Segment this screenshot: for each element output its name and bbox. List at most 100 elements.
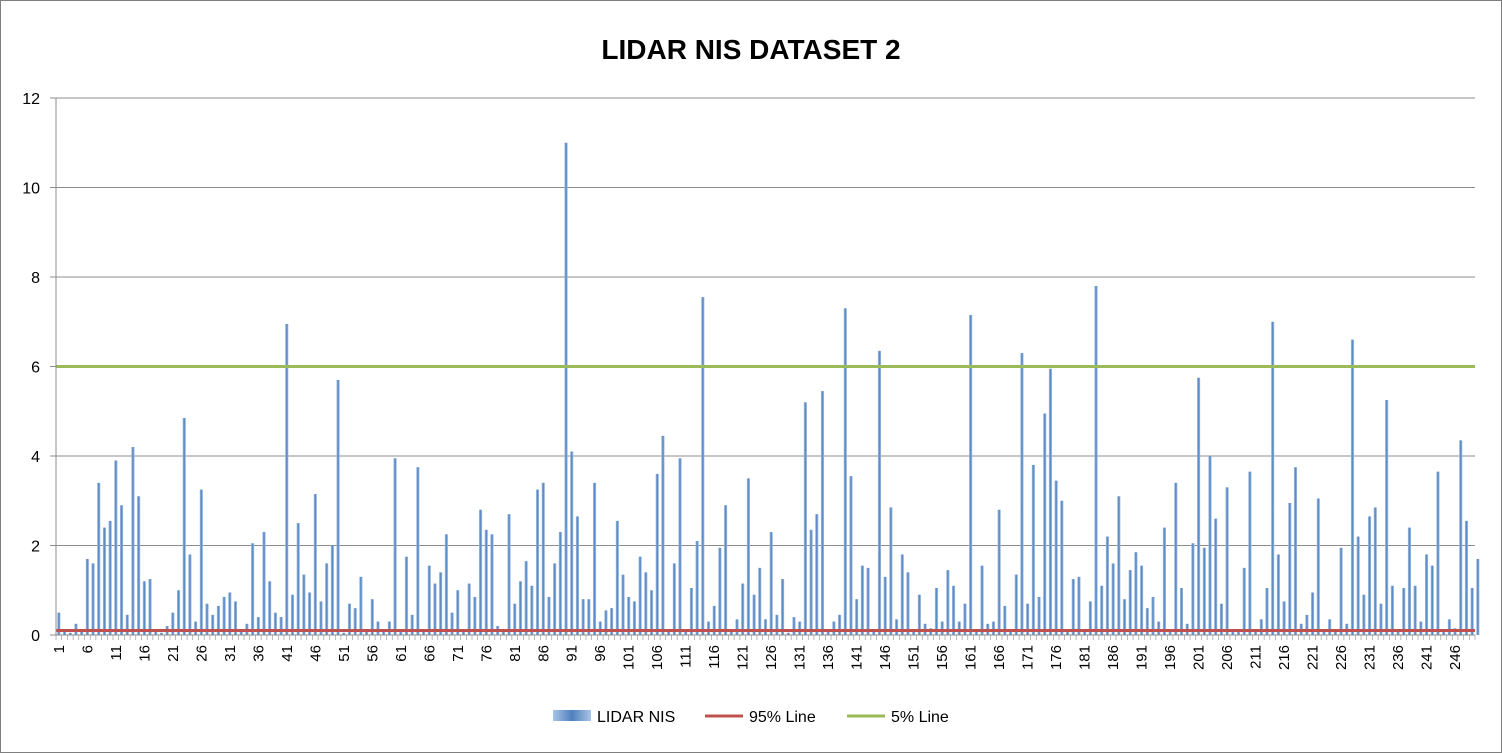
x-tick-label: 111 xyxy=(678,645,695,668)
bar xyxy=(1020,353,1024,635)
y-tick-label: 4 xyxy=(31,449,40,466)
bar xyxy=(342,632,346,635)
bar xyxy=(97,482,101,635)
bar xyxy=(205,603,209,635)
bar xyxy=(1305,614,1309,635)
bar xyxy=(678,458,682,635)
bar xyxy=(1276,554,1280,635)
x-tick-label: 26 xyxy=(193,645,210,662)
x-tick-label: 176 xyxy=(1048,645,1065,670)
bar xyxy=(1168,630,1172,635)
bar xyxy=(712,605,716,635)
reference-lines xyxy=(56,365,1475,633)
bar xyxy=(1003,605,1007,635)
bar xyxy=(729,630,733,635)
bar xyxy=(1134,552,1138,635)
bar xyxy=(547,596,551,635)
bar xyxy=(353,608,357,635)
x-tick-label: 226 xyxy=(1333,645,1350,670)
bar xyxy=(91,563,95,635)
bar xyxy=(273,612,277,636)
bar xyxy=(1060,500,1064,635)
x-tick-label: 1 xyxy=(51,645,68,653)
bar xyxy=(410,614,414,635)
x-tick-label: 76 xyxy=(478,645,495,662)
bar xyxy=(587,599,591,635)
bar xyxy=(695,541,699,635)
bar xyxy=(1436,471,1440,635)
bar xyxy=(365,630,369,635)
bar xyxy=(137,496,141,635)
bar xyxy=(951,585,956,635)
bar xyxy=(1413,585,1417,635)
x-tick-label: 126 xyxy=(763,645,780,670)
bar-series xyxy=(57,142,1480,636)
bar xyxy=(843,308,847,635)
bar xyxy=(900,554,904,635)
x-tick-label: 96 xyxy=(592,645,609,662)
bar xyxy=(1094,285,1098,635)
x-tick-label: 231 xyxy=(1362,645,1379,670)
bar xyxy=(667,630,671,635)
bar xyxy=(1111,563,1115,635)
bar xyxy=(148,579,152,635)
bar xyxy=(1065,630,1070,635)
bar xyxy=(558,532,562,635)
bar xyxy=(832,621,836,635)
bar xyxy=(872,630,876,635)
bar xyxy=(57,612,61,636)
bar xyxy=(359,576,363,635)
bar xyxy=(239,630,243,635)
bar xyxy=(615,520,619,635)
bar xyxy=(689,588,693,635)
bar xyxy=(490,534,494,635)
bar xyxy=(211,614,215,635)
legend-label-5-line: 5% Line xyxy=(891,709,949,726)
bar xyxy=(404,556,409,635)
bar xyxy=(422,630,426,635)
x-tick-label: 116 xyxy=(706,645,723,669)
bar xyxy=(319,601,323,635)
bar xyxy=(125,614,129,635)
bar xyxy=(1174,482,1178,635)
bar xyxy=(1356,536,1360,635)
x-tick-label: 6 xyxy=(79,645,96,653)
x-axis xyxy=(55,98,1476,640)
bar xyxy=(1402,588,1406,635)
bar xyxy=(718,547,722,635)
bar xyxy=(285,323,289,635)
bar xyxy=(1259,619,1263,635)
bar xyxy=(114,460,118,635)
bar xyxy=(769,532,773,635)
bar xyxy=(672,563,676,635)
bar xyxy=(1105,536,1109,635)
bar xyxy=(1476,558,1480,635)
x-tick-label: 141 xyxy=(849,645,866,670)
bar xyxy=(815,514,819,635)
bar xyxy=(946,570,950,635)
x-tick-label: 11 xyxy=(108,645,125,661)
bar xyxy=(513,603,517,635)
bar xyxy=(1470,588,1474,635)
bar xyxy=(216,605,220,635)
bar xyxy=(684,630,688,635)
bar xyxy=(222,596,226,635)
bar xyxy=(1362,594,1366,635)
bar xyxy=(1140,565,1144,635)
bar xyxy=(467,583,471,635)
bar xyxy=(592,482,597,635)
x-tick-label: 201 xyxy=(1191,645,1208,670)
bar xyxy=(1197,377,1201,635)
bar xyxy=(387,621,391,635)
x-tick-label: 136 xyxy=(820,645,837,670)
x-tick-label: 206 xyxy=(1219,645,1236,670)
x-tick-label: 221 xyxy=(1305,645,1322,670)
x-tick-label: 236 xyxy=(1390,645,1407,670)
bar xyxy=(296,523,300,636)
bar xyxy=(199,489,203,635)
bar xyxy=(1054,480,1058,635)
bar xyxy=(308,592,312,635)
x-tick-label: 156 xyxy=(934,645,951,670)
bar xyxy=(518,581,523,635)
